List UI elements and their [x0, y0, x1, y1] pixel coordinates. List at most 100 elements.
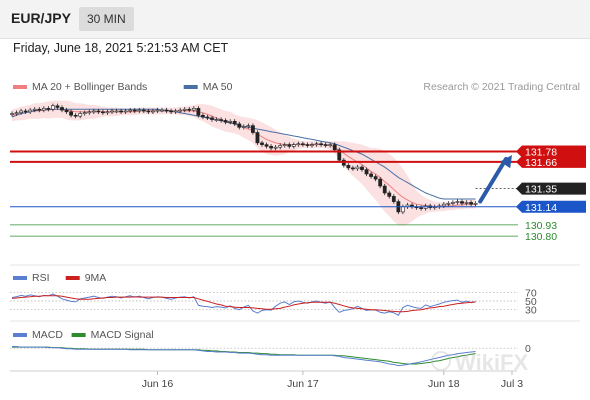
- candle-body: [296, 143, 301, 146]
- candle-body: [301, 143, 305, 146]
- candle-body: [369, 173, 373, 177]
- candle-body: [473, 203, 478, 205]
- candle-body: [214, 119, 219, 121]
- candle-body: [196, 108, 201, 116]
- legend-swatch: [71, 333, 86, 337]
- candle-body: [178, 109, 183, 112]
- candle-body: [210, 117, 214, 120]
- candle-body: [110, 110, 114, 113]
- candle-body: [160, 109, 164, 112]
- chart-header: EUR/JPY 30 MIN: [0, 0, 590, 39]
- level-label: 131.78: [525, 147, 557, 159]
- macd-line: [12, 346, 476, 367]
- candle-body: [41, 108, 46, 111]
- candle-body: [96, 110, 101, 113]
- candle-body: [246, 125, 251, 127]
- candle-body: [319, 143, 323, 146]
- candle-body: [69, 111, 73, 116]
- candle-body: [282, 144, 287, 146]
- candle-body: [28, 109, 33, 113]
- candle-body: [123, 110, 128, 113]
- macd-level-label: 0: [525, 343, 531, 355]
- candle-body: [305, 144, 310, 146]
- candle-body: [55, 105, 60, 108]
- candle-body: [146, 110, 151, 113]
- x-tick-label: Jul 3: [501, 378, 523, 390]
- candle-body: [32, 108, 37, 111]
- candle-body: [164, 109, 169, 112]
- legend-label: MA 50: [203, 81, 233, 93]
- candle-body: [310, 144, 314, 146]
- candle-body: [114, 110, 119, 113]
- candle-body: [155, 109, 160, 112]
- candle-body: [264, 144, 269, 147]
- x-tick-label: Jun 16: [142, 378, 174, 390]
- forecast-arrow-shaft: [478, 156, 508, 204]
- candle-body: [73, 114, 78, 117]
- candle-body: [469, 202, 473, 205]
- rsi-line: [11, 293, 476, 316]
- candle-body: [82, 112, 87, 114]
- candle-body: [137, 109, 142, 112]
- candle-body: [132, 109, 137, 112]
- timeframe-button[interactable]: 30 MIN: [79, 7, 134, 31]
- candle-body: [14, 112, 19, 114]
- legend-swatch: [13, 276, 27, 280]
- candle-body: [273, 146, 278, 149]
- candle-body: [401, 206, 405, 213]
- forecast-arrow-head: [500, 154, 512, 169]
- candle-body: [251, 125, 255, 133]
- level-label: 131.14: [525, 202, 557, 214]
- candle-body: [391, 196, 396, 202]
- candle-body: [455, 201, 460, 203]
- level-label-box: [516, 145, 586, 158]
- candle-body: [269, 146, 273, 149]
- candle-body: [60, 107, 64, 111]
- candle-body: [191, 108, 196, 111]
- rsi-lines: [11, 293, 476, 316]
- candle-body: [291, 144, 296, 147]
- candle-body: [23, 110, 28, 113]
- candle-body: [378, 178, 383, 187]
- level-label: 130.80: [525, 231, 557, 243]
- candle-body: [260, 142, 264, 145]
- candle-body: [278, 145, 283, 148]
- x-tick-label: Jun 17: [287, 378, 319, 390]
- candle-body: [351, 167, 355, 170]
- level-label-box: [516, 200, 586, 213]
- candle-body: [78, 113, 83, 117]
- price-legend: MA 20 + Bollinger Bands MA 50: [13, 81, 233, 93]
- candle-body: [10, 113, 14, 115]
- price-panel: Research © 2021 Trading Central MA 20 + …: [10, 81, 586, 243]
- candle-body: [101, 111, 105, 114]
- legend-swatch: [13, 85, 27, 89]
- forecast-arrow: [478, 154, 512, 204]
- candle-body: [355, 166, 360, 170]
- symbol-label: EUR/JPY: [11, 10, 71, 26]
- candle-body: [232, 121, 237, 125]
- watermark-logo-icon: [431, 351, 451, 371]
- candle-body: [182, 108, 187, 111]
- candle-body: [51, 105, 55, 110]
- candle-body: [464, 202, 469, 204]
- candle-body: [119, 110, 123, 113]
- legend-swatch: [65, 276, 80, 280]
- candle-body: [241, 126, 246, 128]
- candle-body: [314, 143, 319, 146]
- candle-body: [223, 120, 228, 123]
- level-label-box: [516, 155, 586, 168]
- macd-legend: MACD MACD Signal: [13, 329, 154, 341]
- candle-body: [201, 114, 205, 118]
- candle-body: [451, 202, 455, 204]
- candle-body: [419, 207, 423, 209]
- candle-body: [323, 144, 328, 146]
- candle-body: [337, 149, 342, 161]
- candle-body: [360, 166, 364, 170]
- candle-body: [169, 110, 173, 113]
- legend-label: MACD Signal: [91, 329, 154, 341]
- candle-body: [173, 110, 178, 113]
- macd-panel: MACD MACD Signal 0: [10, 320, 580, 367]
- legend-swatch: [13, 333, 27, 337]
